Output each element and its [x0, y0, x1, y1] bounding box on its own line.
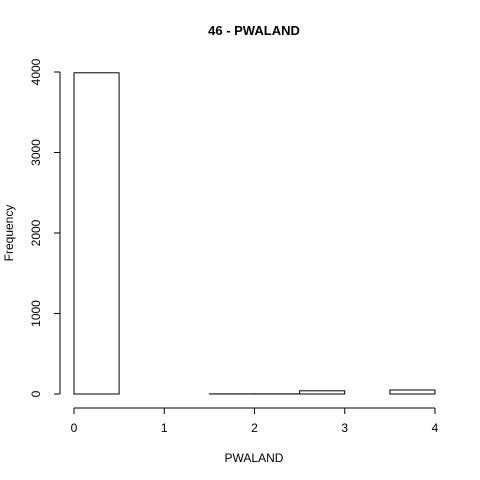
chart-title: 46 - PWALAND [208, 23, 300, 38]
y-axis: 0 1000 2000 3000 4000 [29, 58, 61, 397]
y-tick-label-0: 0 [29, 390, 43, 397]
y-tick-label-1: 1000 [29, 300, 43, 327]
y-tick-label-3: 3000 [29, 139, 43, 166]
x-tick-label-1: 1 [161, 421, 168, 435]
x-tick-label-3: 3 [341, 421, 348, 435]
histogram-bar-7 [389, 389, 436, 395]
x-tick-label-2: 2 [251, 421, 258, 435]
histogram-bars [73, 72, 436, 395]
histogram-bar-5 [299, 390, 346, 395]
y-tick-label-4: 4000 [29, 58, 43, 85]
x-axis: 0 1 2 3 4 [71, 407, 439, 435]
histogram-bar-0 [73, 72, 120, 395]
y-tick-label-2: 2000 [29, 219, 43, 246]
x-tick-label-4: 4 [432, 421, 439, 435]
y-axis-label: Frequency [2, 205, 16, 262]
x-axis-label: PWALAND [225, 451, 284, 465]
x-tick-label-0: 0 [71, 421, 78, 435]
